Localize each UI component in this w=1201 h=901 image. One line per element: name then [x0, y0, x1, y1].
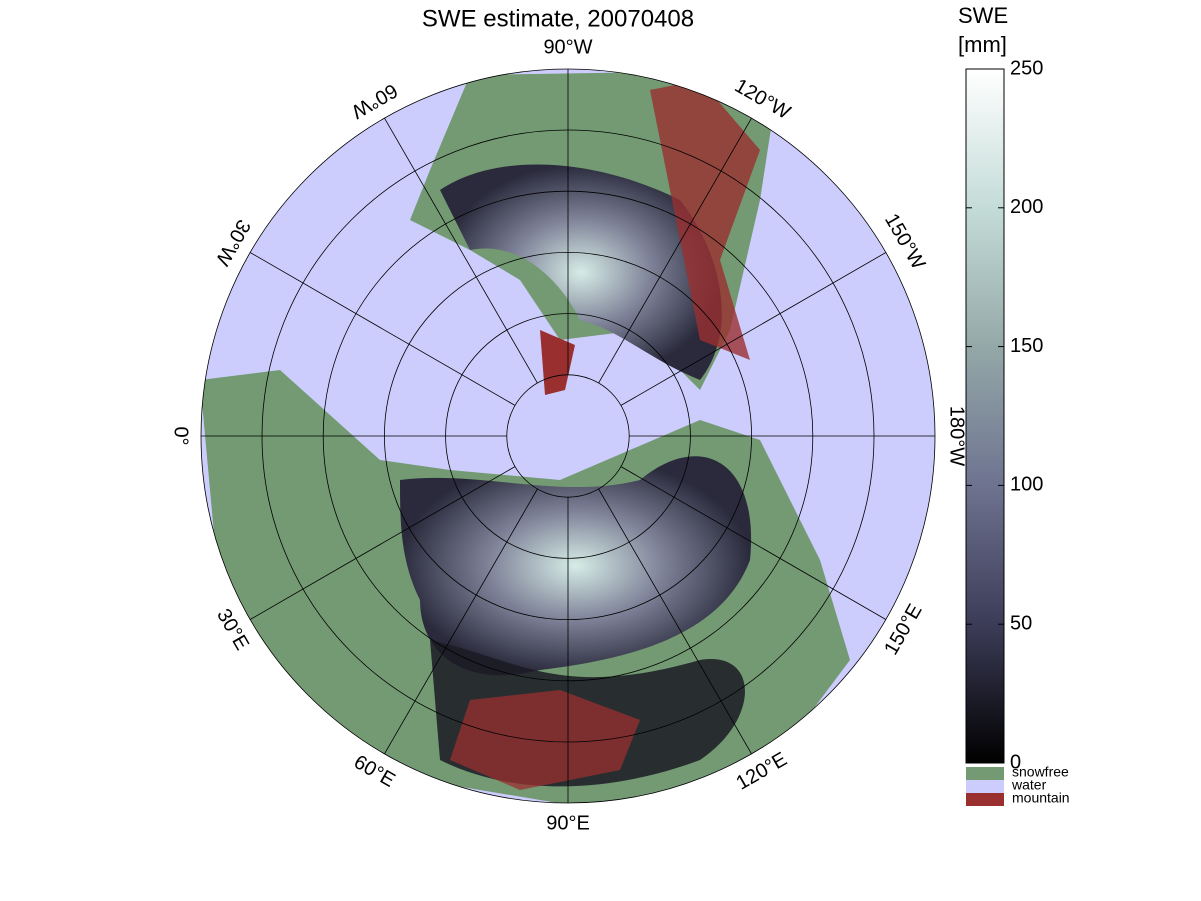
meridian [598, 117, 752, 384]
legend-label: water [1011, 777, 1047, 793]
meridian [249, 252, 516, 406]
legend-swatch [966, 767, 1004, 780]
meridian [620, 466, 887, 620]
colorbar-ticks: 0 50 100 150 200 250 [966, 57, 1043, 773]
legend-swatch [966, 780, 1004, 793]
legend-swatch [966, 793, 1004, 806]
colorbar-tick-label: 50 [1010, 612, 1032, 634]
colorbar [965, 68, 1005, 764]
colorbar-tick-label: 100 [1010, 474, 1043, 496]
longitude-label: 90°W [543, 36, 592, 58]
map-body [201, 69, 935, 803]
colorbar-tick-label: 0 [1010, 751, 1021, 773]
longitude-label: 90°E [546, 812, 590, 834]
meridian [384, 488, 538, 755]
meridian [620, 252, 887, 406]
colorbar-title: [mm] [958, 32, 1007, 57]
legend-label: snowfree [1012, 764, 1069, 780]
colorbar-tick-label: 200 [1010, 196, 1043, 218]
colorbar-tick-label: 250 [1010, 57, 1043, 79]
snow-eurasia [400, 456, 752, 676]
longitude-label: 0° [170, 426, 192, 445]
meridian [384, 117, 538, 384]
meridian [598, 488, 752, 755]
colorbar-tick-label: 150 [1010, 335, 1043, 357]
map-title: SWE estimate, 20070408 [422, 5, 694, 32]
longitude-label: 180°W [946, 406, 968, 466]
graticule [200, 68, 936, 804]
meridian [249, 466, 516, 620]
colorbar-title: SWE [958, 3, 1008, 28]
mountain-greenland [540, 330, 575, 395]
snow-north-america [440, 164, 722, 380]
legend-label: mountain [1012, 790, 1070, 806]
mountain-asia [450, 690, 640, 790]
